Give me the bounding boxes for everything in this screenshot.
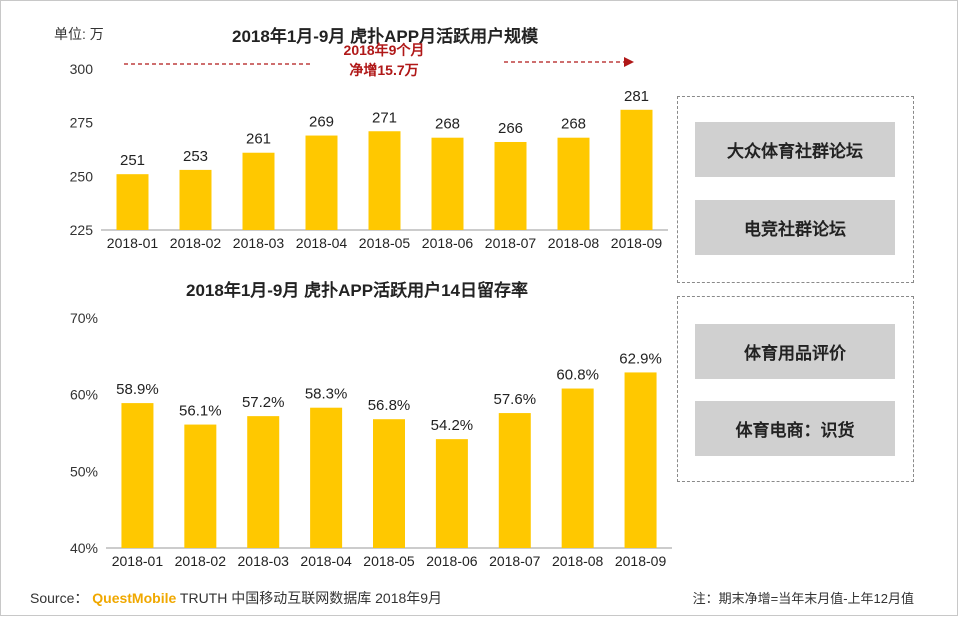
esports-forum-label: 电竞社群论坛 [695,200,895,255]
top-bar [557,137,590,230]
bottom-x-tick-label: 2018-08 [552,553,604,569]
bottom-x-tick-label: 2018-03 [238,553,290,569]
top-x-tick-label: 2018-03 [233,235,285,251]
bottom-y-tick-label: 70% [70,310,98,326]
bottom-data-label: 54.2% [431,417,474,434]
questmobile-brand: QuestMobile [92,590,177,606]
bottom-x-tick-label: 2018-09 [615,553,667,569]
bottom-data-label: 56.8% [368,397,411,414]
unit-label: 单位: 万 [54,26,104,42]
top-data-label: 261 [246,131,271,148]
net-growth-annotation-line1: 2018年9个月 [343,42,425,58]
bottom-y-tick-label: 50% [70,463,98,479]
bottom-data-label: 60.8% [556,367,599,384]
top-chart-title: 2018年1月-9月 虎扑APP月活跃用户规模 [232,27,539,46]
bottom-bar [121,403,154,548]
top-bar [620,109,653,230]
top-x-tick-label: 2018-08 [548,235,600,251]
source-rest: TRUTH 中国移动互联网数据库 2018年9月 [179,590,443,606]
top-data-label: 266 [498,120,523,137]
bottom-bar-chart: 40% 50% 60% 70% 58.9% 2018-01 56.1% 2018-02 57.2… [70,310,672,569]
bottom-bar [498,413,531,548]
top-bar [179,169,212,230]
bottom-bar [435,439,468,548]
bottom-x-tick-label: 2018-07 [489,553,541,569]
top-x-tick-label: 2018-02 [170,235,222,251]
commerce-features-box: 体育用品评价 体育电商：识货 [677,296,914,482]
bottom-x-tick-label: 2018-01 [112,553,164,569]
top-data-label: 271 [372,109,397,126]
annotation-arrowhead [624,57,634,67]
bottom-data-label: 58.9% [116,381,159,398]
bottom-x-tick-label: 2018-02 [175,553,227,569]
top-x-tick-label: 2018-09 [611,235,663,251]
bottom-bar [624,372,657,548]
bottom-bar [373,419,405,548]
top-data-label: 251 [120,152,145,169]
top-x-tick-label: 2018-04 [296,235,348,251]
bottom-bar [561,388,594,548]
bottom-x-tick-label: 2018-06 [426,553,478,569]
top-x-tick-label: 2018-05 [359,235,411,251]
source-line: Source： QuestMobile TRUTH 中国移动互联网数据库 201… [30,588,442,608]
sports-goods-review-label: 体育用品评价 [695,324,895,379]
community-features-box: 大众体育社群论坛 电竞社群论坛 [677,96,914,283]
top-y-tick-label: 250 [70,168,94,184]
bottom-data-label: 56.1% [179,403,222,420]
bottom-chart-title: 2018年1月-9月 虎扑APP活跃用户14日留存率 [186,281,528,300]
top-bar [242,152,275,230]
top-x-tick-label: 2018-06 [422,235,474,251]
bottom-x-tick-label: 2018-04 [300,553,352,569]
top-bar [368,131,401,230]
bottom-y-tick-label: 40% [70,540,98,556]
bottom-bar [184,424,217,548]
mass-sports-forum-label: 大众体育社群论坛 [695,122,895,177]
bottom-data-label: 57.2% [242,394,285,411]
bottom-bar [310,407,343,548]
top-bar [116,174,149,230]
top-bar [431,137,464,230]
top-x-tick-label: 2018-07 [485,235,537,251]
sports-ecommerce-label: 体育电商：识货 [695,401,895,456]
top-y-tick-label: 225 [70,222,94,238]
top-bar-chart: 225 250 275 300 251 2018-01 253 2018-02 261 2018-… [70,57,668,251]
top-data-label: 269 [309,114,334,131]
top-data-label: 253 [183,148,208,165]
source-prefix: Source： [30,590,89,606]
net-growth-annotation-line2: 净增15.7万 [349,62,419,78]
bottom-data-label: 58.3% [305,386,348,403]
bottom-data-label: 57.6% [494,391,537,408]
bottom-data-label: 62.9% [619,350,662,367]
footnote: 注：期末净增=当年末月值-上年12月值 [692,591,914,606]
bottom-bar [247,416,280,548]
bottom-y-tick-label: 60% [70,387,98,403]
top-y-tick-label: 300 [70,61,94,77]
top-y-tick-label: 275 [70,115,94,131]
top-data-label: 281 [624,88,649,105]
top-data-label: 268 [435,116,460,133]
top-bar [494,141,527,230]
top-x-tick-label: 2018-01 [107,235,159,251]
top-data-label: 268 [561,116,586,133]
top-bar [305,135,338,230]
bottom-x-tick-label: 2018-05 [363,553,415,569]
